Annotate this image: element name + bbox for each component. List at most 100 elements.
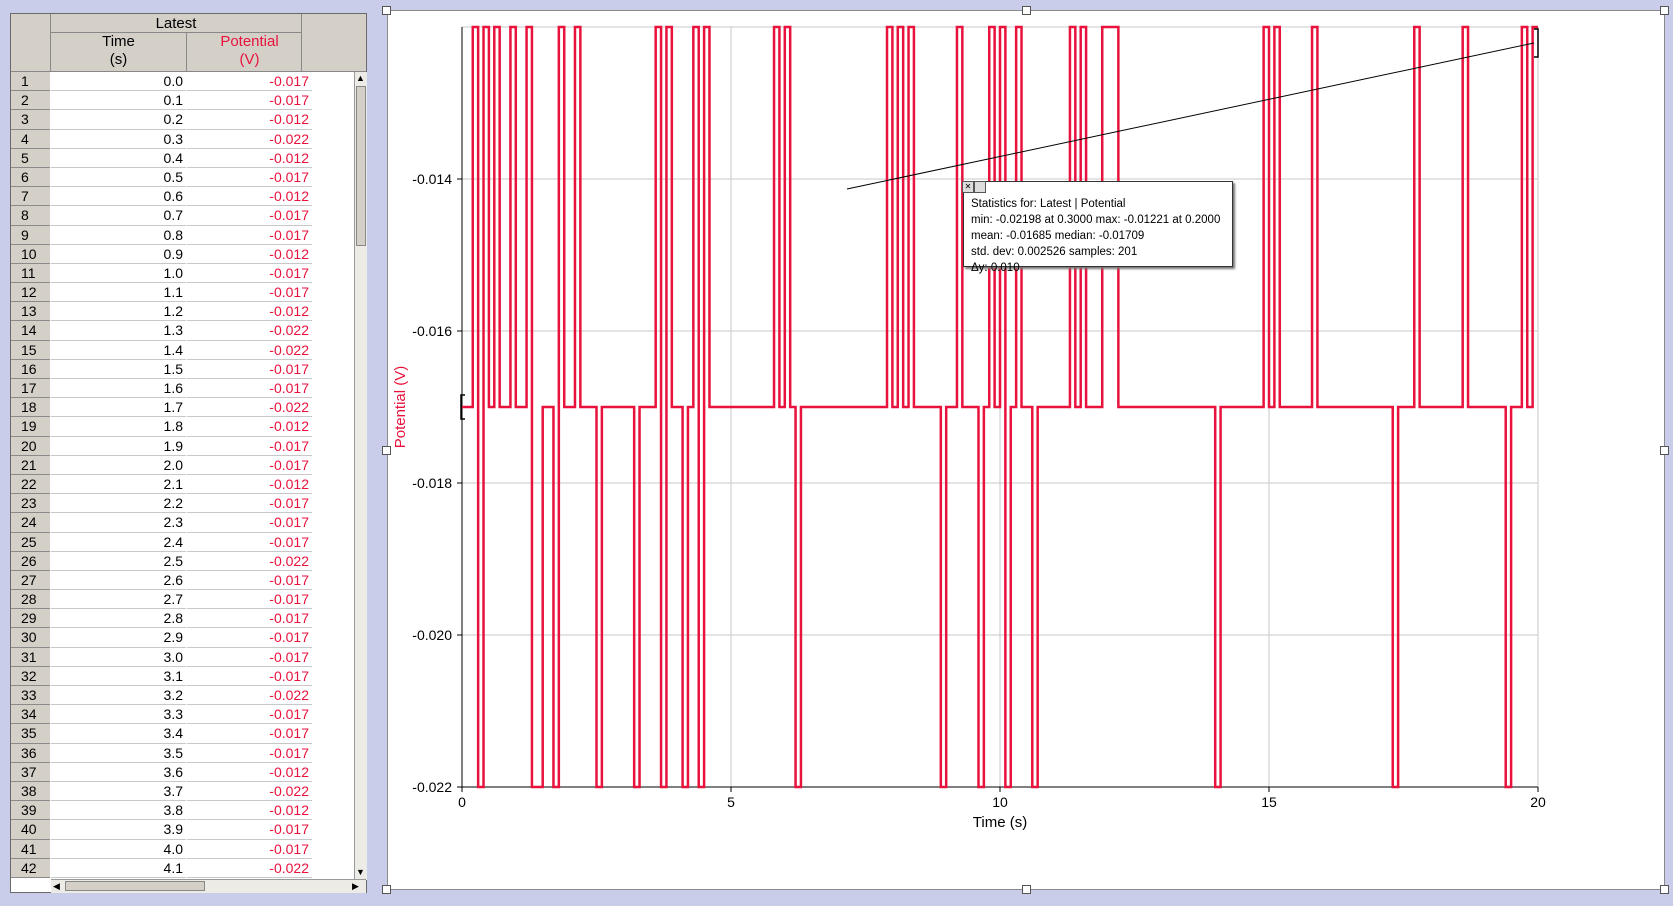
time-cell[interactable]: 2.4 (51, 533, 186, 552)
data-table[interactable]: Latest Time (s) Potential (V) 1 0.0 -0.017… (10, 13, 367, 893)
potential-cell[interactable]: -0.017 (187, 360, 312, 379)
potential-cell[interactable]: -0.017 (187, 590, 312, 610)
potential-cell[interactable]: -0.022 (187, 130, 312, 149)
time-cell[interactable]: 2.7 (51, 590, 186, 610)
table-row[interactable]: 4 0.3 -0.022 (11, 129, 356, 149)
table-row[interactable]: 28 2.7 -0.017 (11, 590, 356, 610)
resize-handle-n[interactable] (1022, 6, 1031, 15)
potential-cell[interactable]: -0.017 (187, 456, 312, 475)
potential-cell[interactable]: -0.017 (187, 744, 312, 763)
potential-cell[interactable]: -0.012 (187, 475, 312, 495)
time-cell[interactable]: 3.0 (51, 648, 186, 667)
time-cell[interactable]: 2.5 (51, 552, 186, 571)
potential-cell[interactable]: -0.017 (187, 705, 312, 725)
time-cell[interactable]: 3.7 (51, 782, 186, 802)
horizontal-scrollbar[interactable]: ◀ ▶ (51, 879, 366, 893)
time-cell[interactable]: 3.1 (51, 667, 186, 686)
time-cell[interactable]: 1.4 (51, 341, 186, 360)
table-row[interactable]: 12 1.1 -0.017 (11, 283, 356, 303)
time-cell[interactable]: 4.1 (51, 859, 186, 878)
time-cell[interactable]: 3.4 (51, 724, 186, 744)
time-cell[interactable]: 1.5 (51, 360, 186, 379)
potential-cell[interactable]: -0.017 (187, 168, 312, 188)
potential-cell[interactable]: -0.017 (187, 206, 312, 226)
potential-cell[interactable]: -0.017 (187, 72, 312, 92)
time-cell[interactable]: 3.2 (51, 686, 186, 706)
time-cell[interactable]: 3.5 (51, 744, 186, 763)
time-cell[interactable]: 1.6 (51, 379, 186, 399)
time-cell[interactable]: 3.3 (51, 705, 186, 725)
potential-cell[interactable]: -0.012 (187, 187, 312, 207)
time-cell[interactable]: 1.1 (51, 283, 186, 303)
table-row[interactable]: 30 2.9 -0.017 (11, 628, 356, 648)
table-row[interactable]: 38 3.7 -0.022 (11, 781, 356, 802)
table-row[interactable]: 31 3.0 -0.017 (11, 647, 356, 667)
table-row[interactable]: 18 1.7 -0.022 (11, 398, 356, 418)
potential-cell[interactable]: -0.017 (187, 609, 312, 629)
potential-cell[interactable]: -0.017 (187, 513, 312, 533)
potential-cell[interactable]: -0.017 (187, 226, 312, 245)
time-cell[interactable]: 0.6 (51, 187, 186, 207)
potential-cell[interactable]: -0.012 (187, 417, 312, 437)
time-cell[interactable]: 0.7 (51, 206, 186, 226)
potential-cell[interactable]: -0.022 (187, 398, 312, 418)
potential-cell[interactable]: -0.017 (187, 533, 312, 552)
potential-cell[interactable]: -0.012 (187, 149, 312, 168)
time-cell[interactable]: 2.0 (51, 456, 186, 475)
table-row[interactable]: 35 3.4 -0.017 (11, 724, 356, 744)
horizontal-scroll-thumb[interactable] (65, 881, 205, 891)
potential-cell[interactable]: -0.022 (187, 686, 312, 706)
table-row[interactable]: 8 0.7 -0.017 (11, 206, 356, 226)
time-cell[interactable]: 0.8 (51, 226, 186, 245)
time-cell[interactable]: 0.9 (51, 245, 186, 264)
table-row[interactable]: 3 0.2 -0.012 (11, 110, 356, 130)
scroll-left-icon[interactable]: ◀ (53, 881, 60, 891)
table-row[interactable]: 39 3.8 -0.012 (11, 801, 356, 821)
potential-cell[interactable]: -0.012 (187, 110, 312, 130)
potential-cell[interactable]: -0.017 (187, 667, 312, 686)
potential-cell[interactable]: -0.012 (187, 302, 312, 322)
potential-cell[interactable]: -0.017 (187, 264, 312, 284)
table-row[interactable]: 40 3.9 -0.017 (11, 820, 356, 840)
potential-cell[interactable]: -0.022 (187, 859, 312, 878)
time-cell[interactable]: 0.5 (51, 168, 186, 188)
potential-cell[interactable]: -0.012 (187, 763, 312, 782)
col-header-time[interactable]: Time (102, 33, 135, 50)
table-row[interactable]: 6 0.5 -0.017 (11, 167, 356, 188)
table-row[interactable]: 22 2.1 -0.012 (11, 474, 356, 495)
close-icon[interactable]: ✕ (962, 181, 974, 193)
vertical-scroll-thumb[interactable] (356, 86, 366, 246)
table-row[interactable]: 36 3.5 -0.017 (11, 743, 356, 763)
potential-cell[interactable]: -0.022 (187, 321, 312, 341)
resize-handle-nw[interactable] (382, 6, 391, 15)
time-cell[interactable]: 1.9 (51, 437, 186, 456)
table-row[interactable]: 2 0.1 -0.017 (11, 91, 356, 111)
time-cell[interactable]: 3.8 (51, 801, 186, 821)
time-cell[interactable]: 2.8 (51, 609, 186, 629)
table-row[interactable]: 1 0.0 -0.017 (11, 72, 356, 92)
time-cell[interactable]: 1.8 (51, 417, 186, 437)
time-cell[interactable]: 0.3 (51, 130, 186, 149)
time-cell[interactable]: 2.3 (51, 513, 186, 533)
scroll-down-icon[interactable]: ▼ (356, 867, 365, 877)
table-row[interactable]: 15 1.4 -0.022 (11, 340, 356, 360)
resize-handle-sw[interactable] (382, 885, 391, 894)
potential-chart[interactable]: 0 5 10 15 20 -0.014 -0.016 -0.018 -0.020 -0.022 Ti… (388, 11, 1664, 889)
resize-handle-se[interactable] (1660, 885, 1669, 894)
options-icon[interactable] (974, 181, 986, 193)
table-row[interactable]: 14 1.3 -0.022 (11, 321, 356, 341)
table-row[interactable]: 20 1.9 -0.017 (11, 436, 356, 456)
potential-cell[interactable]: -0.017 (187, 571, 312, 591)
potential-cell[interactable]: -0.022 (187, 782, 312, 802)
resize-handle-w[interactable] (382, 446, 391, 455)
resize-handle-ne[interactable] (1660, 6, 1669, 15)
table-row[interactable]: 37 3.6 -0.012 (11, 762, 356, 782)
table-row[interactable]: 33 3.2 -0.022 (11, 686, 356, 706)
potential-cell[interactable]: -0.017 (187, 283, 312, 303)
potential-cell[interactable]: -0.017 (187, 840, 312, 859)
resize-handle-e[interactable] (1660, 446, 1669, 455)
time-cell[interactable]: 0.2 (51, 110, 186, 130)
time-cell[interactable]: 1.2 (51, 302, 186, 322)
potential-cell[interactable]: -0.017 (187, 724, 312, 744)
time-cell[interactable]: 1.3 (51, 321, 186, 341)
